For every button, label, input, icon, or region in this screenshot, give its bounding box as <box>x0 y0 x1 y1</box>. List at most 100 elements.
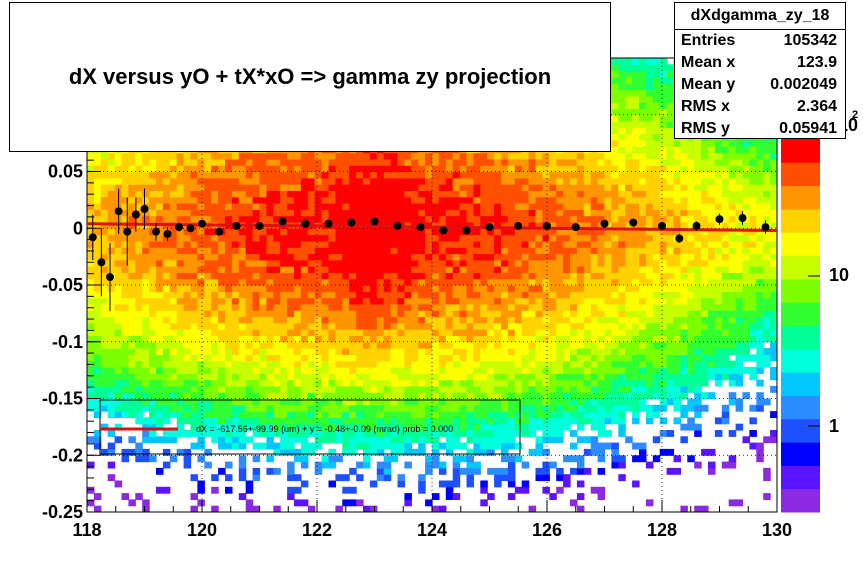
heatmap-cell <box>225 316 233 324</box>
heatmap-cell <box>294 266 302 273</box>
heatmap-cell <box>549 190 557 198</box>
heatmap-cell <box>114 259 123 267</box>
heatmap-cell <box>190 474 198 482</box>
heatmap-cell <box>535 291 543 299</box>
heatmap-cell <box>452 291 461 299</box>
heatmap-cell <box>294 417 302 425</box>
heatmap-cell <box>369 303 378 311</box>
heatmap-cell <box>590 423 599 431</box>
heatmap-cell <box>494 398 502 406</box>
heatmap-cell <box>521 360 530 368</box>
heatmap-cell <box>218 253 226 261</box>
heatmap-cell <box>369 259 378 267</box>
heatmap-cell <box>225 417 233 425</box>
heatmap-cell <box>342 272 350 280</box>
heatmap-cell <box>238 158 247 166</box>
heatmap-cell <box>307 234 316 242</box>
heatmap-cell <box>549 392 557 400</box>
heatmap-cell <box>162 322 171 330</box>
heatmap-cell <box>418 196 426 204</box>
heatmap-cell <box>570 392 578 400</box>
heatmap-cell <box>183 184 192 191</box>
heatmap-cell <box>597 310 606 318</box>
heatmap-cell <box>542 291 550 299</box>
heatmap-cell <box>445 486 454 494</box>
heatmap-cell <box>149 303 157 311</box>
heatmap-cell <box>459 310 468 318</box>
heatmap-cell <box>328 240 336 248</box>
heatmap-cell <box>259 322 267 330</box>
heatmap-cell <box>425 228 433 236</box>
heatmap-cell <box>535 354 543 362</box>
heatmap-cell <box>528 184 537 191</box>
heatmap-cell <box>238 423 247 431</box>
heatmap-cell <box>169 385 178 393</box>
heatmap-cell <box>114 335 123 343</box>
heatmap-cell <box>473 411 481 418</box>
heatmap-cell <box>100 303 109 311</box>
heatmap-cell <box>238 240 247 248</box>
heatmap-cell <box>432 291 440 299</box>
heatmap-cell <box>563 158 571 166</box>
heatmap-cell <box>480 354 488 362</box>
heatmap-cell <box>576 272 585 280</box>
heatmap-cell <box>576 316 585 324</box>
heatmap-cell <box>570 177 578 185</box>
heatmap-cell <box>507 203 516 210</box>
heatmap-cell <box>266 310 274 318</box>
heatmap-cell <box>149 152 157 160</box>
heatmap-cell <box>521 379 530 387</box>
heatmap-cell <box>169 455 178 463</box>
heatmap-cell <box>121 152 129 160</box>
heatmap-cell <box>197 430 205 437</box>
heatmap-cell <box>618 102 626 109</box>
heatmap-cell <box>535 404 543 412</box>
heatmap-cell <box>231 259 240 267</box>
heatmap-cell <box>432 411 440 418</box>
heatmap-cell <box>604 335 612 343</box>
heatmap-cell <box>570 455 578 463</box>
heatmap-cell <box>335 196 343 204</box>
heatmap-cell <box>238 152 247 160</box>
heatmap-cell <box>556 266 564 273</box>
heatmap-cell <box>183 215 192 223</box>
heatmap-cell <box>404 272 412 280</box>
heatmap-cell <box>204 278 212 286</box>
heatmap-cell <box>294 171 302 179</box>
heatmap-cell <box>618 253 626 261</box>
heatmap-cell <box>583 297 592 305</box>
heatmap-cell <box>590 165 599 173</box>
heatmap-cell <box>494 354 502 362</box>
heatmap-cell <box>556 285 564 292</box>
heatmap-cell <box>321 196 330 204</box>
heatmap-cell <box>604 341 612 349</box>
heatmap-cell <box>107 411 116 418</box>
heatmap-cell <box>190 253 198 261</box>
heatmap-cell <box>487 392 495 400</box>
heatmap-cell <box>273 430 281 437</box>
heatmap-cell <box>156 165 164 173</box>
heatmap-cell <box>570 190 578 198</box>
heatmap-cell <box>135 297 143 305</box>
heatmap-cell <box>563 480 571 488</box>
heatmap-cell <box>266 203 274 210</box>
heatmap-cell <box>604 253 612 261</box>
heatmap-cell <box>176 272 185 280</box>
heatmap-cell <box>487 430 495 437</box>
heatmap-cell <box>528 266 537 273</box>
heatmap-cell <box>445 341 454 349</box>
heatmap-cell <box>335 329 343 336</box>
heatmap-cell <box>390 316 399 324</box>
heatmap-cell <box>314 341 323 349</box>
heatmap-cell <box>349 392 357 400</box>
heatmap-cell <box>162 203 171 210</box>
heatmap-cell <box>259 291 267 299</box>
heatmap-cell <box>466 240 474 248</box>
heatmap-cell <box>121 329 129 336</box>
heatmap-cell <box>563 329 571 336</box>
heatmap-cell <box>225 341 233 349</box>
heatmap-cell <box>135 360 143 368</box>
heatmap-cell <box>307 505 316 512</box>
heatmap-cell <box>266 303 274 311</box>
heatmap-cell <box>507 354 516 362</box>
